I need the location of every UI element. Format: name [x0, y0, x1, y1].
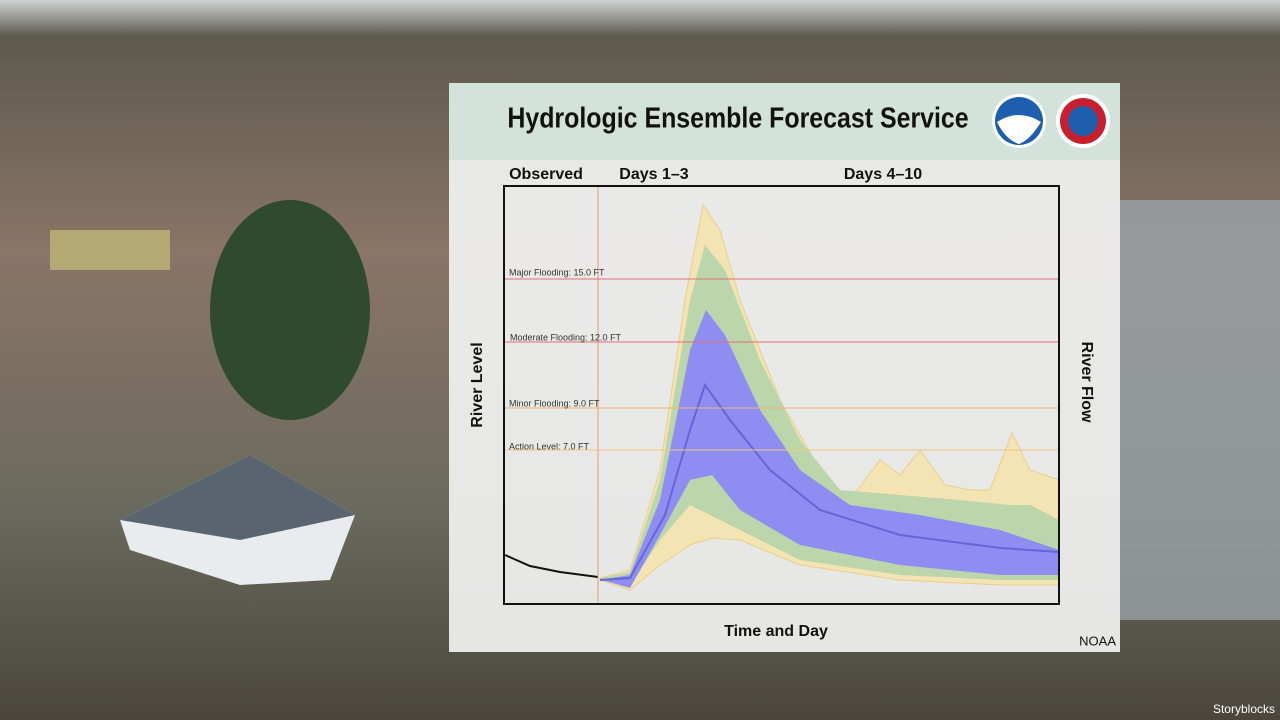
- plot-frame: [503, 185, 1060, 605]
- plot: Major Flooding: 15.0 FT Moderate Floodin…: [503, 185, 1060, 605]
- period-label: Days 1–3: [619, 166, 688, 183]
- title: Hydrologic Ensemble Forecast Service: [507, 102, 968, 134]
- tree: [210, 200, 370, 420]
- y2-axis-label: River Flow: [1078, 342, 1095, 423]
- inner-band: [600, 310, 1059, 588]
- y-axis-label: River Level: [469, 342, 486, 427]
- x-axis-label: Time and Day: [724, 623, 828, 640]
- threshold-label: Major Flooding: 15.0 FT: [509, 267, 605, 277]
- nws-logo-inner: [1068, 106, 1098, 136]
- period-label: Days 4–10: [844, 166, 922, 183]
- observed-line: [504, 554, 599, 578]
- flood-water: [1120, 200, 1280, 620]
- threshold-label: Minor Flooding: 9.0 FT: [509, 398, 600, 408]
- threshold-label: Moderate Flooding: 12.0 FT: [510, 332, 622, 342]
- noaa-logo-bird: [997, 115, 1041, 144]
- median-line: [599, 382, 1060, 581]
- credit: NOAA: [1079, 633, 1116, 648]
- house: [50, 230, 170, 270]
- threshold-label: Action Level: 7.0 FT: [509, 441, 590, 451]
- roof: [120, 455, 355, 540]
- watermark: Storyblocks: [1213, 702, 1275, 716]
- period-label: Observed: [509, 166, 583, 183]
